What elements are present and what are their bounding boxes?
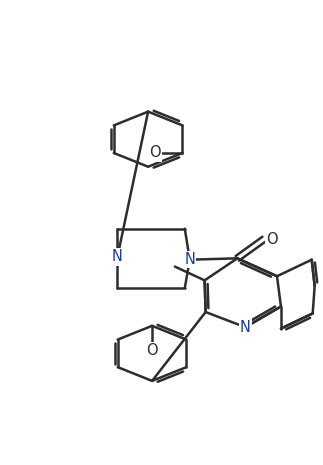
- Text: O: O: [150, 146, 161, 160]
- Text: N: N: [112, 249, 123, 265]
- Text: O: O: [266, 232, 278, 246]
- Text: O: O: [146, 343, 158, 358]
- Text: N: N: [184, 252, 195, 267]
- Text: N: N: [240, 320, 251, 335]
